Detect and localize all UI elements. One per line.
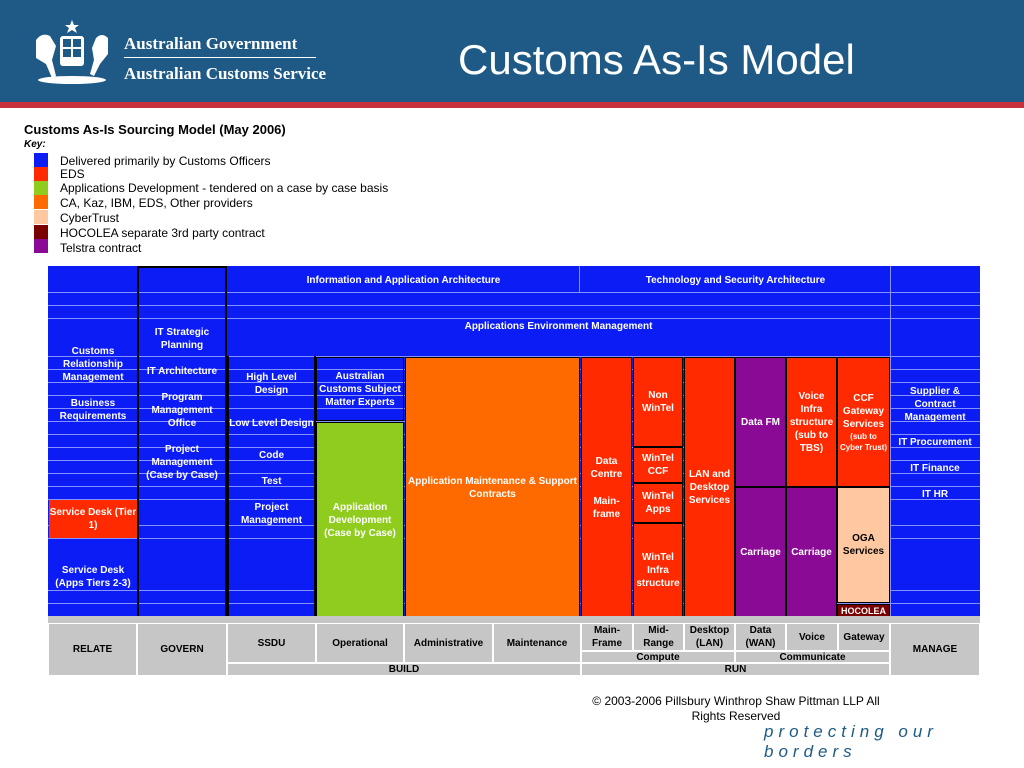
bottom-categories: [48, 616, 980, 676]
build-label: BUILD: [227, 663, 581, 676]
diagram-subtitle: Customs As-Is Sourcing Model (May 2006): [24, 122, 286, 137]
compute-label: Compute: [581, 651, 735, 663]
slide-title: Customs As-Is Model: [458, 36, 855, 83]
key-label-hocolea: HOCOLEA separate 3rd party contract: [60, 226, 265, 240]
project-management: Project Management: [240, 502, 303, 526]
info-app-architecture: Information and Application Architecture: [306, 274, 501, 286]
key-swatch-providers: [34, 195, 48, 209]
mainframe-label: Main-Frame: [581, 623, 633, 651]
customs-subject-matter-experts: Australian Customs Subject Matter Expert…: [316, 357, 404, 421]
data-centre: Data Centre: [590, 455, 623, 480]
wintel-infrastructure: WinTel Infra structure: [633, 523, 683, 618]
voice-label: Voice: [786, 623, 838, 651]
ccf-gateway-sub: (sub to Cyber Trust): [839, 431, 888, 452]
key-swatch-eds: [34, 167, 48, 181]
key-swatch-hocolea: [34, 225, 48, 239]
test: Test: [261, 475, 282, 487]
agency-name: Australian Customs Service: [124, 64, 327, 83]
carriage-voice: Carriage: [786, 487, 837, 618]
wintel-ccf: WinTel CCF: [633, 447, 683, 483]
gateway-label: Gateway: [838, 623, 890, 651]
oga-services: OGA Services: [837, 487, 890, 603]
app-environment-management: Applications Environment Management: [464, 320, 653, 332]
midrange-label: Mid-Range: [633, 623, 684, 651]
wintel-apps: WinTel Apps: [633, 483, 683, 523]
header-accent-line: [0, 102, 1024, 108]
high-level-design: High Level Design: [246, 372, 297, 396]
key-swatch-telstra: [34, 239, 48, 253]
it-procurement: IT Procurement: [898, 436, 972, 448]
key-label: Key:: [24, 139, 46, 150]
program-management-office: Program Management Office: [151, 391, 213, 429]
application-maintenance-support: Application Maintenance & Support Contra…: [405, 357, 580, 618]
tagline: protecting our borders: [764, 722, 938, 761]
key-label-providers: CA, Kaz, IBM, EDS, Other providers: [60, 196, 253, 210]
administrative-label: Administrative: [404, 623, 493, 663]
key-label-eds: EDS: [60, 167, 85, 181]
operational-label: Operational: [316, 623, 404, 663]
desktop-lan-label: Desktop (LAN): [684, 623, 735, 651]
mainframe: Main-frame: [592, 495, 621, 520]
service-desk-apps: Service Desk (Apps Tiers 2-3): [55, 565, 131, 589]
data-fm: Data FM: [735, 357, 786, 487]
voice-infrastructure: Voice Infra structure (sub to TBS): [786, 357, 837, 487]
key-swatch-customs: [34, 153, 48, 167]
key-label-cybertrust: CyberTrust: [60, 211, 119, 225]
run-label: RUN: [581, 663, 890, 676]
govern-label: GOVERN: [137, 623, 227, 676]
ccf-gateway-label: CCF Gateway Services: [842, 392, 885, 430]
code: Code: [259, 449, 284, 461]
lan-desktop-services: LAN and Desktop Services: [684, 357, 735, 618]
supplier-contract-management: Supplier & Contract Management: [904, 385, 966, 423]
non-wintel: Non WinTel: [633, 357, 683, 447]
customs-relationship-management: Customs Relationship Management: [62, 345, 124, 383]
key-label-appdev: Applications Development - tendered on a…: [60, 181, 389, 195]
it-architecture: IT Architecture: [146, 365, 218, 377]
tech-security-architecture: Technology and Security Architecture: [645, 274, 826, 286]
ccf-gateway-services: CCF Gateway Services (sub to Cyber Trust…: [837, 357, 890, 487]
coat-of-arms-logo: [36, 20, 108, 84]
government-name: Australian Government: [124, 34, 298, 53]
ssdu-column-outline: [227, 356, 316, 618]
maintenance-label: Maintenance: [493, 623, 581, 663]
communicate-label: Communicate: [735, 651, 890, 663]
key-swatch-appdev: [34, 181, 48, 195]
it-finance: IT Finance: [910, 462, 960, 474]
key-label-customs: Delivered primarily by Customs Officers: [60, 154, 271, 168]
header-banner: Australian Government Australian Customs…: [0, 0, 1024, 102]
application-development: Application Development (Case by Case): [316, 422, 404, 618]
it-hr: IT HR: [921, 488, 949, 500]
business-requirements: Business Requirements: [59, 398, 127, 422]
manage-label: MANAGE: [890, 623, 980, 676]
it-strategic-planning: IT Strategic Planning: [154, 327, 210, 351]
relate-label: RELATE: [48, 623, 137, 676]
mainframe-column: Data Centre Main-frame: [581, 357, 632, 618]
data-wan-label: Data (WAN): [735, 623, 786, 651]
low-level-design: Low Level Design: [229, 417, 314, 429]
key-label-telstra: Telstra contract: [60, 241, 142, 255]
service-desk-tier1: Service Desk (Tier 1): [49, 500, 137, 538]
logo-divider: [124, 57, 316, 58]
key-swatch-cybertrust: [34, 210, 48, 224]
ssdu-label: SSDU: [227, 623, 316, 663]
project-management-case: Project Management (Case by Case): [146, 443, 218, 481]
carriage-data: Carriage: [735, 487, 786, 618]
copyright-notice: © 2003-2006 Pillsbury Winthrop Shaw Pitt…: [592, 694, 880, 723]
